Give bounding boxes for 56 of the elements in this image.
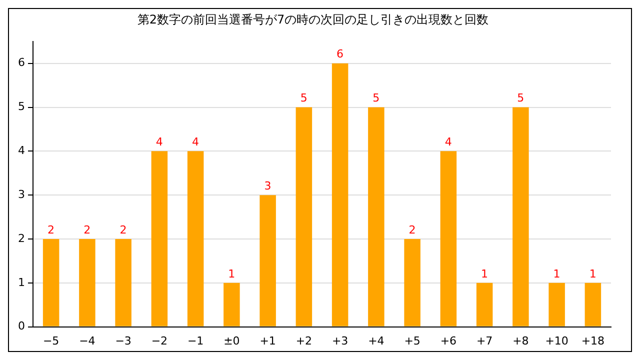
data-label: 4 xyxy=(192,136,200,149)
data-label: 6 xyxy=(336,48,344,61)
x-tick-label: −1 xyxy=(187,334,204,348)
bar xyxy=(368,107,384,326)
x-tick-label: +4 xyxy=(368,334,384,348)
x-tick-label: +2 xyxy=(296,334,312,348)
data-label: 5 xyxy=(372,92,380,105)
x-tick-label: +6 xyxy=(440,334,457,348)
chart-title: 第2数字の前回当選番号が7の時の次回の足し引きの出現数と回数 xyxy=(137,12,489,26)
x-tick-label: +10 xyxy=(545,334,568,348)
bar xyxy=(260,195,276,326)
x-tick-label: +7 xyxy=(476,334,493,348)
bar xyxy=(476,282,493,326)
bar xyxy=(224,282,240,326)
data-label: 1 xyxy=(589,267,596,280)
x-tick-label: +1 xyxy=(260,334,276,348)
bar xyxy=(115,238,132,326)
y-tick-label: 3 xyxy=(18,188,25,201)
bar xyxy=(512,107,529,326)
bar xyxy=(187,151,204,326)
x-tick-label: −2 xyxy=(151,334,168,348)
x-tick-label: +18 xyxy=(581,334,605,348)
x-tick-label: −5 xyxy=(42,334,60,348)
data-label: 5 xyxy=(517,92,524,105)
bar xyxy=(79,238,96,326)
data-label: 2 xyxy=(408,223,416,236)
bar xyxy=(404,238,420,326)
bar xyxy=(548,282,565,326)
y-tick-label: 1 xyxy=(18,276,25,289)
data-label: 4 xyxy=(156,136,163,149)
bar xyxy=(440,151,457,326)
data-label: 2 xyxy=(120,223,127,236)
bar xyxy=(332,63,348,326)
data-label: 1 xyxy=(481,267,488,280)
y-tick-label: 4 xyxy=(18,144,25,158)
data-label: 4 xyxy=(444,136,452,149)
x-tick-label: +8 xyxy=(512,334,529,348)
y-tick-label: 5 xyxy=(18,100,25,114)
data-label: 1 xyxy=(553,267,560,280)
x-tick-label: −4 xyxy=(79,334,96,348)
x-tick-label: ±0 xyxy=(224,334,240,348)
bar xyxy=(584,282,602,326)
y-tick-label: 2 xyxy=(18,232,25,245)
data-label: 1 xyxy=(228,267,236,280)
y-tick-label: 6 xyxy=(18,56,25,70)
bar xyxy=(42,238,60,326)
data-label: 3 xyxy=(264,179,272,192)
x-tick-label: −3 xyxy=(115,334,132,348)
data-label: 5 xyxy=(300,92,308,105)
bar xyxy=(151,151,168,326)
x-tick-label: +5 xyxy=(404,334,420,348)
data-label: 2 xyxy=(84,223,91,236)
y-tick-label: 0 xyxy=(18,320,25,333)
x-tick-label: +3 xyxy=(332,334,348,348)
bar xyxy=(296,107,312,326)
data-label: 2 xyxy=(48,223,55,236)
